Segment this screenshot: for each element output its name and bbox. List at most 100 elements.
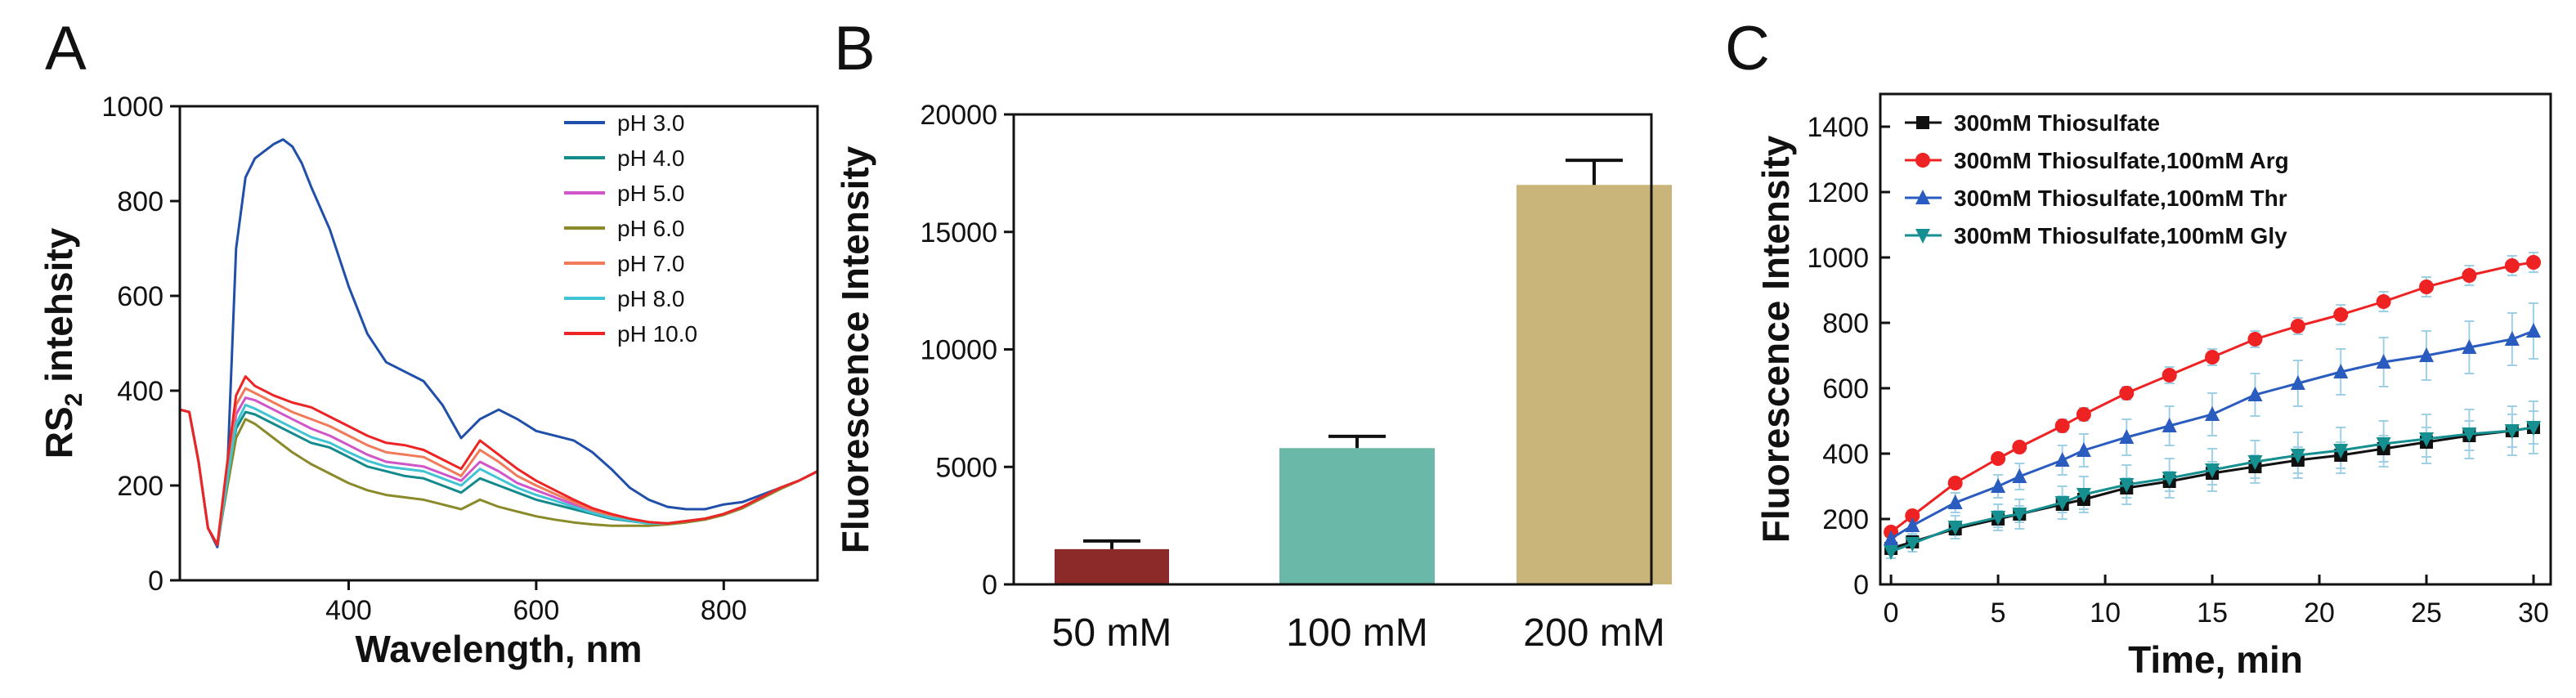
panel-c-legend-label-1: 300mM Thiosulfate,100mM Arg	[1954, 148, 2289, 173]
panel-c-point-3-0	[1884, 545, 1899, 560]
panel-letter-a: A	[45, 14, 87, 83]
panel-a-y-tick-label-3: 600	[117, 281, 164, 312]
panel-c-x-tick-label-1: 5	[1991, 597, 2006, 629]
panel-b-y-tick-label-2: 10000	[920, 335, 997, 366]
panel-c-legend-marker-0	[1916, 116, 1929, 129]
panel-b-bar-0	[1055, 548, 1169, 584]
panel-a-y-tick-label-2: 400	[117, 376, 164, 407]
panel-c-y-tick-label-3: 600	[1822, 374, 1869, 405]
panel-c-point-3-17	[2526, 421, 2542, 436]
panel-c-point-2-0	[1884, 530, 1899, 545]
panel-c-y-tick-label-0: 0	[1853, 570, 1869, 601]
panel-c-point-2-11	[2290, 375, 2305, 390]
panel-a-y-tick-label-4: 800	[117, 186, 164, 217]
panel-b-y-axis-title: Fluorescence Intensity	[834, 145, 876, 553]
panel-c-point-2-3	[1991, 478, 2006, 493]
panel-a-x-tick-label-2: 800	[701, 595, 747, 626]
panel-c-point-2-4	[2012, 468, 2027, 483]
panel-b-bar-1	[1279, 448, 1435, 584]
panel-a-legend-label-1: pH 4.0	[617, 145, 685, 171]
panel-c-series-line-2	[1890, 329, 2534, 540]
panel-c-x-tick-label-3: 15	[2197, 597, 2228, 629]
panel-c-y-axis-title: Fluorescence Intensity	[1754, 135, 1797, 543]
panel-c-point-3-6	[2076, 488, 2091, 503]
panel-c-point-1-14	[2419, 280, 2435, 294]
panel-c-x-axis-title: Time, min	[2128, 638, 2303, 681]
panel-c-point-2-13	[2376, 354, 2391, 369]
panel-a-legend-label-0: pH 3.0	[617, 110, 685, 136]
panel-c-point-3-10	[2247, 455, 2263, 470]
panel-c-legend-marker-3	[1915, 229, 1930, 244]
panel-c-chart: 0 200 400 600 800 1000 1200 1400 0 5 10 15 20 25 30 30…	[1754, 92, 2552, 681]
panel-b-category-label-2: 200 mM	[1523, 611, 1664, 655]
panel-c-y-tick-label-2: 400	[1822, 439, 1869, 470]
panel-c-point-1-2	[1947, 476, 1963, 490]
panel-c-point-1-4	[2012, 440, 2027, 454]
panel-c-point-2-15	[2462, 339, 2477, 354]
panel-c-y-tick-label-5: 1000	[1807, 243, 1869, 274]
panel-c-point-3-15	[2462, 427, 2477, 442]
panel-c-y-tick-label-1: 200	[1822, 504, 1869, 535]
panel-a-series-line-0	[179, 138, 818, 548]
panel-c-legend-label-3: 300mM Thiosulfate,100mM Gly	[1954, 223, 2287, 248]
panel-c-point-2-8	[2162, 418, 2177, 432]
panel-letter-b: B	[834, 14, 876, 83]
panel-a-frame	[178, 105, 819, 582]
panel-c-point-1-13	[2376, 294, 2391, 309]
panel-c-point-3-2	[1947, 521, 1963, 535]
panel-letter-c: C	[1725, 14, 1770, 83]
panel-c-y-tick-label-7: 1400	[1807, 112, 1869, 143]
panel-c-point-3-16	[2504, 424, 2520, 439]
panel-c-series-line-0	[1890, 426, 2534, 550]
panel-c-ticks: 0 200 400 600 800 1000 1200 1400 0 5 10 15 20 25 30	[1807, 112, 2549, 629]
panel-a-y-axis-title: RS2 intehsity	[38, 227, 87, 459]
panel-c-point-3-4	[2012, 508, 2027, 522]
panel-b-y-tick-label-1: 5000	[935, 452, 997, 483]
panel-c-point-2-12	[2333, 364, 2349, 378]
panel-a-x-tick-label-0: 400	[325, 595, 372, 626]
panel-a-series	[179, 138, 818, 548]
panel-c-legend: 300mM Thiosulfate 300mM Thiosulfate,100mM…	[1905, 110, 2289, 248]
panel-c-series-line-3	[1890, 426, 2534, 553]
panel-a-y-tick-label-5: 1000	[101, 92, 164, 123]
panel-c-point-1-6	[2076, 407, 2091, 422]
panel-b-category-label-1: 100 mM	[1286, 611, 1427, 655]
panel-c-point-1-3	[1991, 451, 2006, 466]
panel-c-point-1-15	[2462, 268, 2477, 283]
panel-a-x-tick-label-1: 600	[513, 595, 560, 626]
panel-c-x-tick-label-6: 30	[2518, 597, 2549, 629]
panel-c-point-3-7	[2119, 478, 2135, 493]
panel-a-x-axis-title: Wavelength, nm	[356, 628, 643, 670]
panel-c-point-2-10	[2247, 387, 2263, 401]
panel-c-point-3-8	[2162, 472, 2177, 486]
panel-b-y-tick-label-4: 20000	[920, 100, 997, 131]
panel-c-legend-marker-1	[1915, 153, 1930, 168]
panel-c-point-2-7	[2119, 429, 2135, 444]
panel-c-y-tick-label-4: 800	[1822, 308, 1869, 339]
panel-c-point-1-8	[2162, 368, 2177, 383]
panel-c-point-1-5	[2054, 418, 2070, 433]
panel-c-point-2-2	[1947, 494, 1963, 509]
panel-c-point-1-9	[2205, 350, 2220, 365]
panel-b-bar-2	[1516, 185, 1672, 584]
panel-b-y-tick-label-0: 0	[982, 570, 997, 601]
panel-c-point-3-5	[2054, 496, 2070, 511]
panel-b-category-label-0: 50 mM	[1052, 611, 1172, 655]
panel-c-point-2-5	[2054, 452, 2070, 467]
panel-a-y-tick-label-1: 200	[117, 471, 164, 502]
panel-a-legend-label-3: pH 6.0	[617, 216, 685, 241]
panel-c-point-3-13	[2376, 437, 2391, 452]
panel-a-legend-label-2: pH 5.0	[617, 181, 685, 206]
panel-c-frame	[1879, 92, 2552, 586]
panel-c-point-3-14	[2419, 432, 2435, 447]
panel-c-point-3-9	[2205, 463, 2220, 478]
panel-c-point-1-7	[2119, 386, 2135, 400]
panel-b-y-tick-label-3: 15000	[920, 217, 997, 248]
panel-c-point-3-1	[1905, 537, 1920, 552]
panel-a-legend-label-6: pH 10.0	[617, 321, 697, 347]
panel-c-x-tick-label-2: 10	[2090, 597, 2121, 629]
panel-c-point-1-1	[1905, 508, 1920, 523]
panel-c-point-3-3	[1991, 511, 2006, 526]
panel-c-point-3-11	[2290, 449, 2305, 463]
